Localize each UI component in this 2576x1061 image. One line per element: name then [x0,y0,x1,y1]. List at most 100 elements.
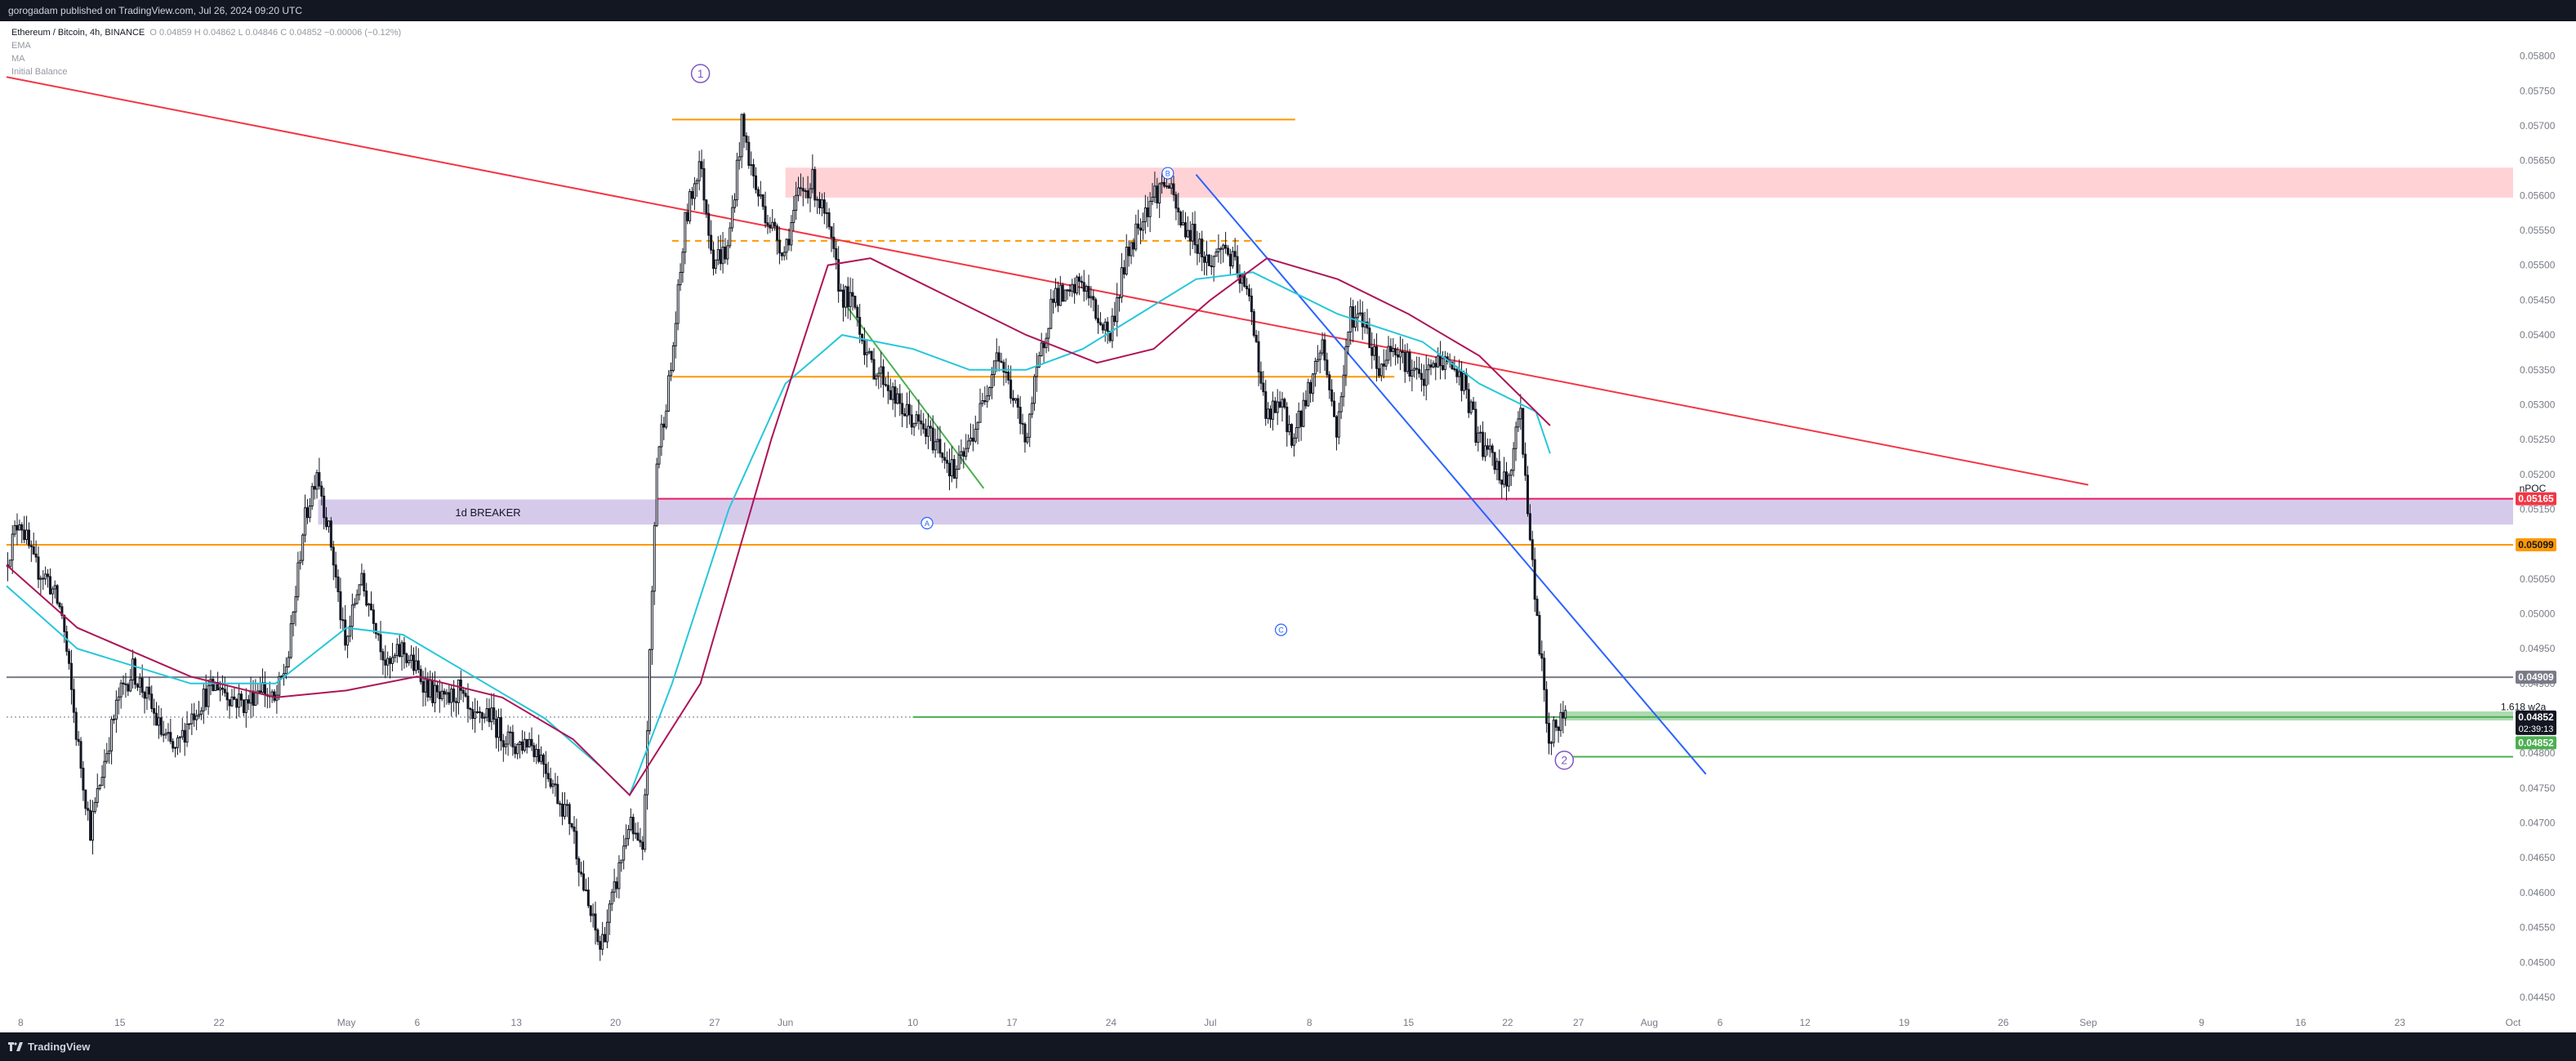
candle-body-262 [625,838,628,847]
candle-body-313 [745,135,748,143]
candle-body-659 [1562,711,1565,719]
candle-body-347 [825,212,828,214]
candle-body-5 [18,524,21,531]
x-tick-18: 6 [1718,1017,1723,1028]
candle-body-567 [1344,345,1348,376]
candle-body-185 [443,690,446,695]
candle-body-189 [452,689,456,702]
candle-body-537 [1273,400,1277,413]
candle-body-134 [323,495,326,519]
candle-body-124 [299,559,302,564]
candle-body-81 [198,714,201,717]
candle-body-480 [1139,227,1143,231]
candle-body-191 [457,679,460,703]
candle-body-500 [1186,230,1189,238]
candle-body-479 [1137,223,1140,229]
candle-body-452 [1073,283,1076,294]
candle-body-372 [884,384,887,386]
candle-body-494 [1172,183,1175,195]
candle-body-289 [689,190,692,221]
candle-body-642 [1522,408,1525,455]
candle-body-544 [1290,424,1294,446]
trendline-0 [6,76,2089,486]
candle-body-525 [1246,285,1249,290]
candle-body-484 [1148,200,1152,217]
tradingview-logo-icon [8,1041,23,1051]
candle-body-364 [865,352,868,355]
candle-body-15 [42,577,45,580]
candle-body-434 [1031,403,1034,415]
candle-body-137 [329,520,332,548]
candle-body-559 [1326,359,1329,376]
candle-body-265 [631,817,635,835]
candle-body-592 [1403,352,1406,372]
legend-initial-balance[interactable]: Initial Balance [11,67,68,77]
candle-body-281 [669,369,672,377]
candle-body-240 [573,827,576,832]
candle-body-201 [480,712,484,719]
candle-body-388 [922,423,925,430]
candle-body-51 [127,684,130,692]
candle-body-399 [947,462,951,477]
x-tick-9: 10 [907,1017,919,1028]
candle-body-60 [148,686,151,695]
candle-body-127 [305,507,309,519]
candle-body-486 [1153,185,1157,198]
candle-body-119 [287,657,290,667]
candle-body-444 [1054,288,1058,303]
candle-body-585 [1387,345,1390,361]
candle-body-329 [782,252,786,256]
chart-panel[interactable]: 1d BREAKER 1 2 A B C 1.618 w2a nPOC 0.05800 0.0… [0,21,2576,1032]
candle-body-80 [195,716,198,720]
x-tick-15: 22 [1502,1017,1513,1028]
candle-body-346 [822,199,826,214]
candle-body-247 [589,905,592,916]
candle-body-209 [499,717,502,742]
candle-body-363 [862,340,866,355]
candle-body-404 [960,451,963,456]
candle-body-578 [1370,347,1374,356]
candle-body-407 [967,440,970,449]
price-badge-text-0: 0.05165 [2518,493,2554,505]
candle-body-402 [955,468,958,479]
candle-body-406 [965,448,968,457]
candle-body-426 [1012,398,1015,401]
candle-body-138 [332,546,335,566]
candle-body-272 [648,649,651,732]
candle-body-13 [37,556,40,580]
zone-0 [785,167,2513,198]
legend-ma[interactable]: MA [11,54,25,64]
candle-body-594 [1408,351,1411,377]
tradingview-brand[interactable]: TradingView [8,1041,90,1053]
x-tick-21: 26 [1998,1017,2009,1028]
y-tick-27: 0.04450 [2520,992,2556,1003]
candle-body-270 [644,794,647,850]
candle-body-162 [389,658,392,664]
candle-body-184 [440,690,443,699]
candle-body-163 [390,657,394,664]
wave-label-2: A [925,519,929,528]
candle-body-569 [1349,306,1353,332]
candle-body-180 [431,680,435,703]
candle-body-54 [133,658,137,685]
candle-body-464 [1101,324,1104,331]
candle-body-467 [1108,331,1112,341]
candle-body-342 [813,169,817,201]
candle-body-401 [952,459,956,479]
candle-body-211 [504,743,507,747]
candle-body-179 [429,680,432,698]
candle-body-231 [551,783,555,787]
candle-body-618 [1464,373,1468,390]
candle-body-626 [1483,445,1486,457]
candle-body-65 [159,717,163,735]
candle-body-212 [506,731,510,745]
y-tick-24: 0.04600 [2520,887,2556,898]
candle-body-349 [830,226,833,238]
legend-ema[interactable]: EMA [11,41,31,51]
candle-body-460 [1092,296,1095,301]
y-tick-16: 0.05000 [2520,608,2556,619]
x-tick-19: 12 [1799,1017,1811,1028]
candle-body-554 [1313,360,1317,375]
candle-body-540 [1281,399,1284,408]
